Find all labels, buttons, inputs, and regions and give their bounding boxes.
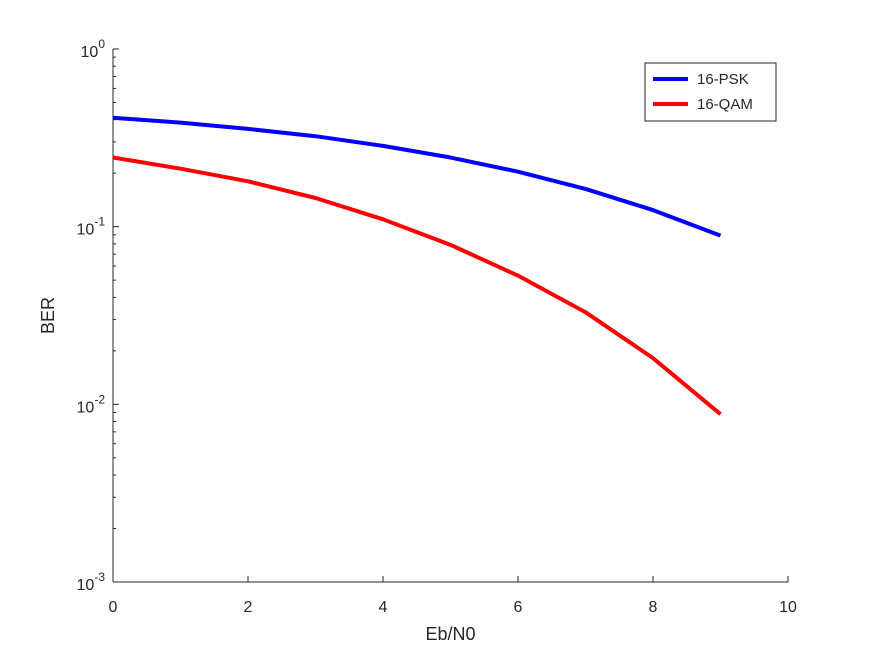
x-tick-label: 6 [514,599,523,616]
y-tick-base: 10 [81,44,99,61]
series-layer [112,115,722,416]
y-tick-exponent: -3 [94,570,105,584]
y-tick-label: 10-2 [77,392,106,416]
y-tick-exponent: -1 [94,215,105,229]
x-tick-label: 4 [379,599,388,616]
y-tick-label: 10-1 [77,215,106,239]
series-line-16-psk [112,115,722,238]
x-tick-label: 0 [109,599,118,616]
series-line-16-qam [112,155,722,416]
y-tick-label: 100 [81,37,106,61]
legend-label: 16-QAM [697,96,753,113]
y-tick-label: 10-3 [77,570,106,594]
y-tick-exponent: -2 [94,392,105,406]
x-tick-label: 10 [779,599,797,616]
legend-box [644,62,777,122]
legend: 16-PSK 16-QAM [644,62,777,122]
x-tick-label: 8 [649,599,658,616]
x-axis-label: Eb/N0 [425,624,475,644]
y-tick-base: 10 [77,577,95,594]
y-tick-exponent: 0 [98,37,105,51]
y-tick-base: 10 [77,399,95,416]
legend-label: 16-PSK [697,71,749,88]
x-tick-label: 2 [244,599,253,616]
y-axis-label: BER [38,297,58,334]
y-tick-base: 10 [77,222,95,239]
